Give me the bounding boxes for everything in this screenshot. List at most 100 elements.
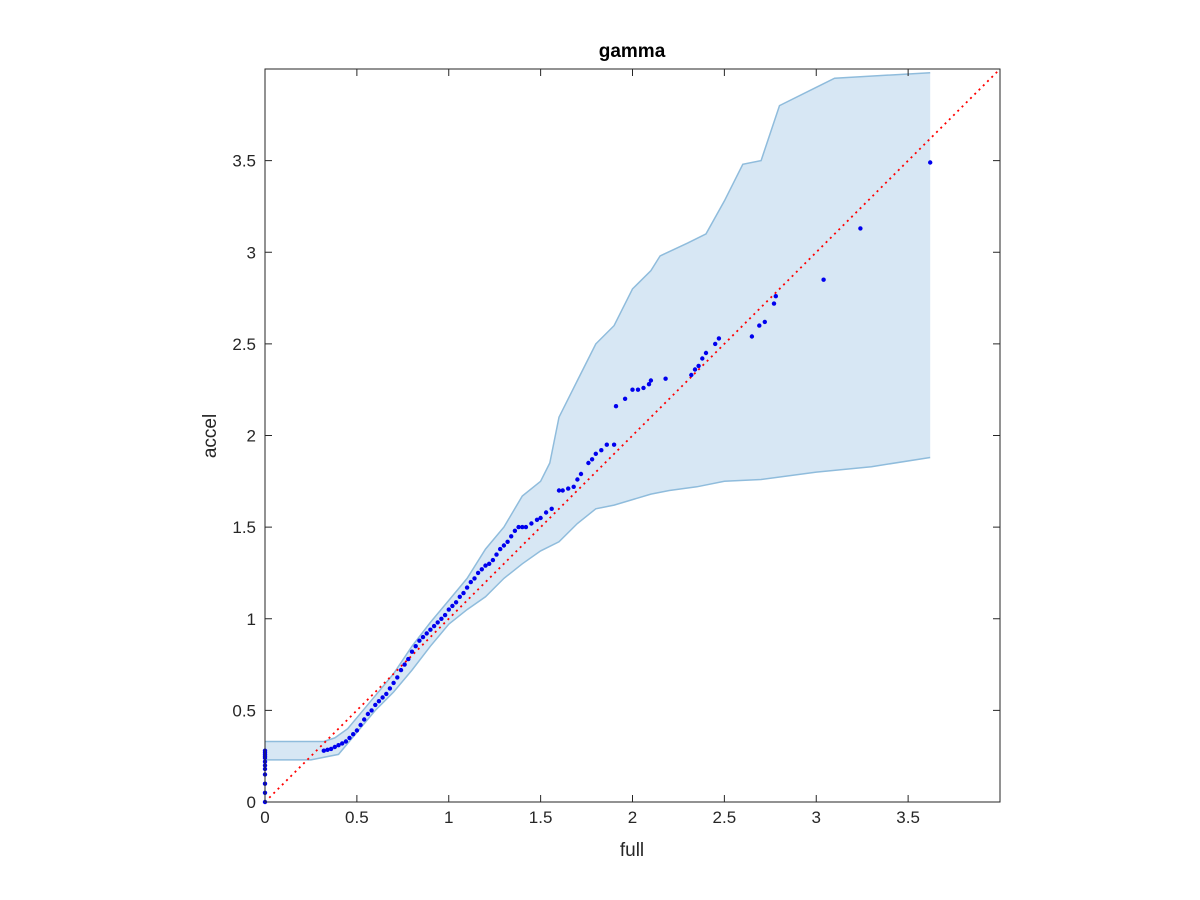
data-point <box>538 515 543 521</box>
x-axis-label: full <box>620 840 644 861</box>
data-point <box>646 382 652 387</box>
data-point <box>328 746 334 752</box>
y-tick-label: 1 <box>247 610 256 629</box>
data-point <box>613 404 619 409</box>
data-point <box>635 387 641 392</box>
data-point <box>424 631 429 636</box>
data-point <box>663 376 668 381</box>
confidence-band-upper <box>265 71 931 743</box>
y-tick-label: 1.5 <box>232 518 256 537</box>
data-point <box>439 616 444 621</box>
data-point <box>556 488 562 493</box>
data-point <box>442 612 448 618</box>
data-point <box>468 579 473 585</box>
x-ticks-layer: 0 0.5 1 1.5 2 2.5 3 3.5 <box>260 69 920 827</box>
data-point <box>461 590 466 596</box>
data-point <box>332 744 337 750</box>
chart-title: gamma <box>599 41 666 62</box>
y-tick-label: 2.5 <box>232 335 256 354</box>
data-point <box>716 336 722 341</box>
data-point <box>376 699 382 704</box>
data-point <box>457 594 462 599</box>
data-point <box>420 634 426 640</box>
data-point <box>358 722 363 728</box>
data-point <box>520 524 525 530</box>
data-point <box>696 363 701 369</box>
data-point <box>749 334 755 339</box>
data-point <box>549 506 554 511</box>
data-point <box>630 387 635 392</box>
data-point <box>641 385 646 391</box>
data-point <box>494 552 499 557</box>
confidence-band-layer <box>265 71 931 761</box>
data-point <box>512 528 518 533</box>
data-point <box>487 561 492 566</box>
data-point <box>543 510 549 515</box>
x-tick-label: 0 <box>260 808 269 827</box>
data-point <box>391 680 396 686</box>
data-point <box>611 442 617 447</box>
reference-line <box>264 68 1001 803</box>
data-point <box>593 451 598 456</box>
data-point <box>501 543 507 548</box>
data-point <box>398 667 404 673</box>
x-tick-label: 2.5 <box>713 808 737 827</box>
data-point <box>773 294 778 299</box>
y-axis-label: accel <box>200 414 221 458</box>
data-point <box>446 607 451 612</box>
data-point <box>384 691 389 697</box>
data-point <box>413 644 418 649</box>
data-point <box>713 341 718 347</box>
data-point <box>692 367 698 372</box>
x-tick-label: 2 <box>628 808 637 827</box>
data-point <box>589 457 595 462</box>
x-tick-label: 1.5 <box>529 808 553 827</box>
data-point <box>928 160 933 165</box>
data-point <box>622 396 628 401</box>
data-point <box>428 627 433 632</box>
data-point <box>387 686 393 691</box>
data-point <box>858 226 863 231</box>
data-point <box>689 372 694 378</box>
data-point <box>479 567 484 572</box>
data-point <box>340 741 345 746</box>
data-point <box>821 277 826 282</box>
data-point <box>475 570 481 576</box>
data-point <box>586 460 591 466</box>
x-tick-label: 3 <box>812 808 821 827</box>
data-point <box>523 524 529 530</box>
y-ticks-layer: 0 0.5 1 1.5 2 2.5 3 3.5 <box>232 152 1000 812</box>
data-point <box>560 488 565 493</box>
data-point <box>373 702 378 708</box>
data-point <box>380 695 385 700</box>
data-point <box>347 735 352 741</box>
data-point <box>648 378 654 383</box>
y-tick-label: 3.5 <box>232 152 256 171</box>
data-point <box>472 576 477 581</box>
data-point <box>453 600 459 605</box>
data-point <box>409 649 415 654</box>
data-point <box>529 521 534 526</box>
confidence-band-lower <box>265 456 931 761</box>
data-point <box>578 471 584 477</box>
data-point <box>395 675 400 680</box>
data-point <box>516 524 521 530</box>
data-point <box>700 356 705 361</box>
data-point <box>571 484 576 489</box>
data-point <box>417 638 422 643</box>
data-point <box>757 323 762 328</box>
data-point <box>599 448 604 453</box>
data-point <box>325 747 330 752</box>
confidence-band-area <box>265 72 931 760</box>
reference-line-layer <box>264 68 1001 803</box>
data-point <box>431 623 437 629</box>
data-point <box>336 743 341 748</box>
data-point <box>435 620 440 625</box>
data-point <box>505 539 510 544</box>
data-point <box>490 557 496 563</box>
data-point <box>509 534 514 539</box>
y-tick-label: 0 <box>247 793 256 812</box>
x-tick-label: 1 <box>444 808 453 827</box>
x-tick-label: 0.5 <box>345 808 369 827</box>
data-point <box>354 728 360 733</box>
